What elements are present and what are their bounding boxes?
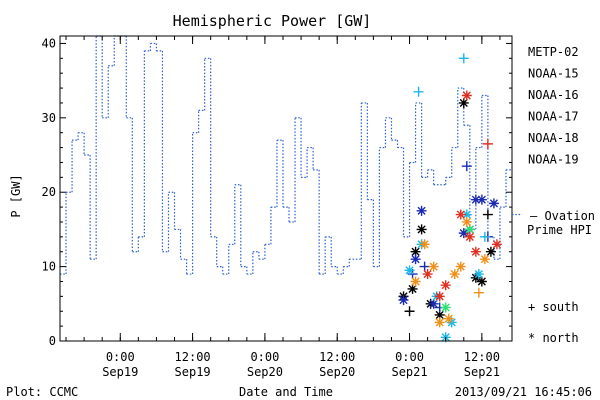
- data-point-north: [398, 295, 409, 306]
- x-tick-date-label: Sep21: [464, 365, 500, 379]
- x-axis-label: Date and Time: [239, 385, 333, 399]
- data-point-north: [461, 209, 472, 220]
- data-point-south: [458, 53, 469, 64]
- chart-title: Hemispheric Power [GW]: [173, 12, 372, 30]
- y-tick-label: 30: [42, 111, 56, 125]
- data-point-south: [419, 261, 430, 272]
- x-tick-date-label: Sep19: [102, 365, 138, 379]
- legend-entry: NOAA-17: [528, 110, 579, 124]
- data-point-north: [488, 198, 499, 209]
- x-tick-date-label: Sep20: [319, 365, 355, 379]
- satellite-legend: METP-02 NOAA-15 NOAA-16 NOAA-17 NOAA-18 NOAA-…: [528, 45, 579, 167]
- data-point-south: [404, 306, 415, 317]
- plot-frame: [59, 35, 513, 342]
- x-tick-time-label: 0:00: [250, 350, 279, 364]
- y-tick-label: 0: [49, 334, 56, 348]
- legend-entry: NOAA-15: [528, 67, 579, 81]
- x-tick-time-label: 0:00: [106, 350, 135, 364]
- data-point-north: [407, 283, 418, 294]
- data-point-north: [416, 224, 427, 235]
- footer-timestamp: 2013/09/21 16:45:06: [455, 385, 592, 399]
- data-point-north: [404, 265, 415, 276]
- x-tick-time-label: 12:00: [319, 350, 355, 364]
- symbol-legend-entry: * north: [528, 331, 579, 345]
- data-point-south: [461, 161, 472, 172]
- y-axis-ticks: 0 10 20 30 40: [42, 36, 512, 348]
- data-point-north: [434, 317, 445, 328]
- legend-entry: NOAA-16: [528, 88, 579, 102]
- x-tick-time-label: 12:00: [464, 350, 500, 364]
- x-tick-date-label: Sep19: [175, 365, 211, 379]
- y-tick-label: 40: [42, 36, 56, 50]
- legend-entry: NOAA-19: [528, 153, 579, 167]
- data-point-north: [461, 90, 472, 101]
- footer-plot-credit: Plot: CCMC: [6, 385, 78, 399]
- ovation-series: [60, 35, 512, 275]
- data-point-north: [434, 291, 445, 302]
- data-point-north: [416, 205, 427, 216]
- ovation-legend-line2: Prime HPI: [527, 223, 592, 237]
- data-point-north: [455, 261, 466, 272]
- data-point-north: [440, 280, 451, 291]
- data-point-north: [461, 216, 472, 227]
- data-point-north: [458, 228, 469, 239]
- data-point-north: [419, 239, 430, 250]
- x-axis-ticks: 0:00Sep1912:00Sep190:00Sep2012:00Sep200:…: [65, 36, 501, 379]
- data-point-north: [428, 261, 439, 272]
- data-point-north: [464, 224, 475, 235]
- data-point-north: [410, 254, 421, 265]
- symbol-legend-entry: + south: [528, 300, 579, 314]
- data-point-north: [458, 97, 469, 108]
- data-point-north: [491, 239, 502, 250]
- y-tick-label: 20: [42, 185, 56, 199]
- data-point-north: [443, 313, 454, 324]
- data-point-north: [464, 231, 475, 242]
- legend-entry: NOAA-18: [528, 131, 579, 145]
- x-tick-date-label: Sep21: [391, 365, 427, 379]
- data-point-north: [428, 298, 439, 309]
- x-tick-time-label: 12:00: [175, 350, 211, 364]
- data-point-north: [410, 276, 421, 287]
- data-point-north: [434, 309, 445, 320]
- data-point-south: [479, 231, 490, 242]
- data-point-north: [455, 209, 466, 220]
- x-tick-date-label: Sep20: [247, 365, 283, 379]
- data-point-north: [479, 254, 490, 265]
- data-point-south: [482, 138, 493, 149]
- x-tick-time-label: 0:00: [395, 350, 424, 364]
- data-point-north: [470, 194, 481, 205]
- data-point-south: [413, 86, 424, 97]
- y-tick-label: 10: [42, 260, 56, 274]
- data-point-north: [476, 194, 487, 205]
- data-point-north: [473, 269, 484, 280]
- satellite-points: [398, 53, 502, 343]
- symbol-legend: + south * north: [528, 300, 579, 345]
- data-point-north: [410, 246, 421, 257]
- ovation-legend-line1: – Ovation: [530, 209, 595, 223]
- data-point-north: [470, 246, 481, 257]
- data-point-north: [476, 276, 487, 287]
- data-point-north: [422, 269, 433, 280]
- data-point-north: [485, 246, 496, 257]
- legend-entry: METP-02: [528, 45, 579, 59]
- data-point-south: [473, 287, 484, 298]
- data-point-north: [440, 302, 451, 313]
- y-axis-label: P [GW]: [9, 174, 23, 217]
- data-point-north: [449, 269, 460, 280]
- data-point-south: [482, 209, 493, 220]
